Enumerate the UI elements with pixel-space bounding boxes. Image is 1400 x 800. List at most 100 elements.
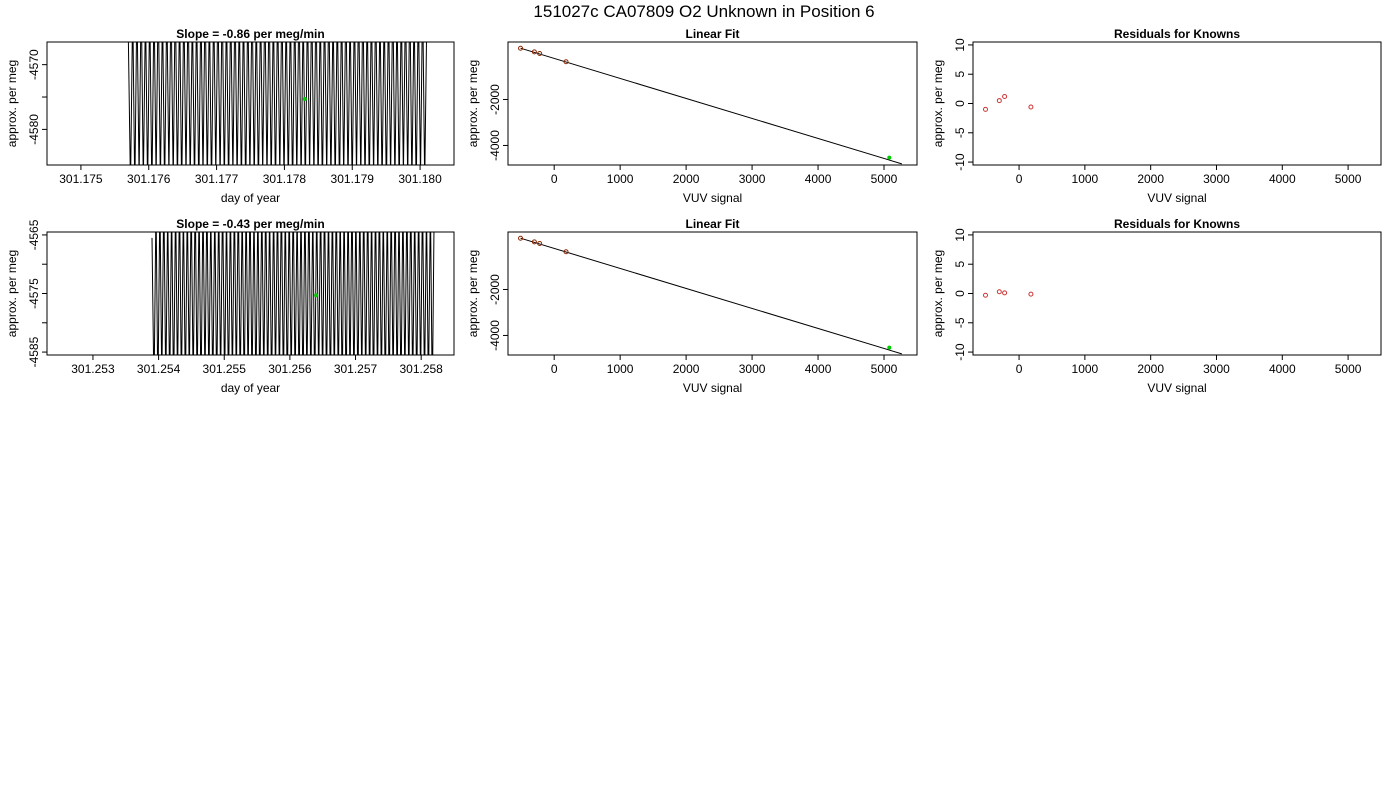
y-tick-label: -4565 <box>27 219 41 250</box>
y-tick-label: -4570 <box>27 49 41 80</box>
panel-r2-linearfit: Linear Fit 0 1000 2000 3000 4000 5000 VUV signa… <box>466 217 918 395</box>
x-axis-label: day of year <box>221 381 280 395</box>
known-point <box>518 235 524 241</box>
x-axis-label: VUV signal <box>1147 191 1206 205</box>
unknown-point <box>887 345 892 350</box>
plot-frame <box>972 231 1382 356</box>
x-tick-label: 2000 <box>673 362 700 376</box>
x-tick-label: 3000 <box>739 172 766 186</box>
residual-point <box>1028 104 1034 110</box>
plot-frame <box>46 231 455 356</box>
panel-title: Residuals for Knowns <box>1114 27 1240 41</box>
y-tick-label: -10 <box>953 153 967 171</box>
y-tick-label: 10 <box>953 228 967 242</box>
known-point <box>531 49 537 55</box>
fit-line <box>520 237 902 355</box>
y-tick-label: -4000 <box>488 130 502 161</box>
y-tick-label: -4580 <box>27 114 41 145</box>
plot-area <box>983 93 1034 112</box>
x-tick-label: 3000 <box>1203 362 1230 376</box>
panel-title: Linear Fit <box>685 217 739 231</box>
x-tick-label: 4000 <box>805 172 832 186</box>
x-tick-label: 301.179 <box>331 172 375 186</box>
y-tick-label: 5 <box>953 71 967 78</box>
x-tick-label: 2000 <box>1137 362 1164 376</box>
x-tick-label: 1000 <box>1072 362 1099 376</box>
plot-area <box>127 42 427 165</box>
panel-r1-timeseries: Slope = -0.86 per meg/min 301.175 301.176 3… <box>5 27 455 205</box>
panel-r2-timeseries: Slope = -0.43 per meg/min 301.253 301.254 3… <box>5 217 455 395</box>
plot-area <box>518 235 902 355</box>
y-tick-label: -5 <box>953 317 967 328</box>
x-axis-label: VUV signal <box>1147 381 1206 395</box>
residual-point <box>1002 290 1008 296</box>
residual-point <box>983 292 989 298</box>
y-axis-label: approx. per meg <box>466 250 480 337</box>
known-point <box>537 50 543 56</box>
x-tick-label: 1000 <box>607 362 634 376</box>
fit-line <box>520 47 902 165</box>
plot-frame <box>507 231 918 356</box>
panel-r1-linearfit: Linear Fit 0 1000 2000 3000 4000 5000 VUV signa… <box>466 27 918 205</box>
average-point <box>314 293 319 298</box>
x-tick-label: 301.254 <box>137 362 181 376</box>
panel-r2-residuals: Residuals for Knowns 0 1000 2000 3000 4000 500… <box>931 217 1382 395</box>
known-point <box>531 239 537 245</box>
known-point <box>563 59 569 65</box>
x-tick-label: 1000 <box>607 172 634 186</box>
plot-area <box>983 289 1034 298</box>
x-axis-label: day of year <box>221 191 280 205</box>
x-tick-label: 5000 <box>1335 172 1362 186</box>
x-tick-label: 5000 <box>871 362 898 376</box>
y-tick-label: -10 <box>953 343 967 361</box>
x-tick-label: 301.255 <box>203 362 247 376</box>
x-tick-label: 0 <box>1016 362 1023 376</box>
panel-title: Residuals for Knowns <box>1114 217 1240 231</box>
unknown-point <box>887 155 892 160</box>
y-axis-label: approx. per meg <box>931 60 945 147</box>
x-tick-label: 4000 <box>1269 172 1296 186</box>
y-tick-label: 0 <box>953 290 967 297</box>
x-tick-label: 301.176 <box>127 172 171 186</box>
y-tick-label: 10 <box>953 38 967 52</box>
x-tick-label: 5000 <box>871 172 898 186</box>
residual-point <box>1002 93 1008 99</box>
x-tick-label: 3000 <box>739 362 766 376</box>
panel-r1-residuals: Residuals for Knowns 0 1000 2000 3000 4000 500… <box>931 27 1382 205</box>
x-tick-label: 2000 <box>673 172 700 186</box>
y-tick-label: -4575 <box>27 278 41 309</box>
x-tick-label: 301.258 <box>399 362 443 376</box>
y-tick-label: -4000 <box>488 320 502 351</box>
y-axis-label: approx. per meg <box>5 250 19 337</box>
x-tick-label: 4000 <box>1269 362 1296 376</box>
known-point <box>537 240 543 246</box>
plot-area <box>518 45 902 165</box>
y-axis-label: approx. per meg <box>466 60 480 147</box>
panel-title: Slope = -0.86 per meg/min <box>176 27 324 41</box>
x-tick-label: 301.180 <box>398 172 442 186</box>
panel-title: Linear Fit <box>685 27 739 41</box>
series-line <box>127 42 427 165</box>
x-tick-label: 0 <box>551 362 558 376</box>
plot-frame <box>507 41 918 166</box>
y-tick-label: -5 <box>953 127 967 138</box>
x-tick-label: 301.175 <box>59 172 103 186</box>
y-tick-label: -2000 <box>488 84 502 115</box>
x-tick-label: 301.257 <box>334 362 378 376</box>
y-axis-label: approx. per meg <box>931 250 945 337</box>
residual-point <box>1028 291 1034 297</box>
figure-title: 151027c CA07809 O2 Unknown in Position 6 <box>533 2 874 21</box>
x-tick-label: 1000 <box>1072 172 1099 186</box>
x-tick-label: 4000 <box>805 362 832 376</box>
panel-title: Slope = -0.43 per meg/min <box>176 217 324 231</box>
residual-point <box>983 106 989 112</box>
plot-area <box>151 232 435 355</box>
residual-point <box>996 98 1002 104</box>
x-tick-label: 301.256 <box>268 362 312 376</box>
x-tick-label: 2000 <box>1137 172 1164 186</box>
x-tick-label: 301.178 <box>263 172 307 186</box>
y-tick-label: 0 <box>953 100 967 107</box>
x-tick-label: 301.253 <box>71 362 115 376</box>
y-axis-label: approx. per meg <box>5 60 19 147</box>
